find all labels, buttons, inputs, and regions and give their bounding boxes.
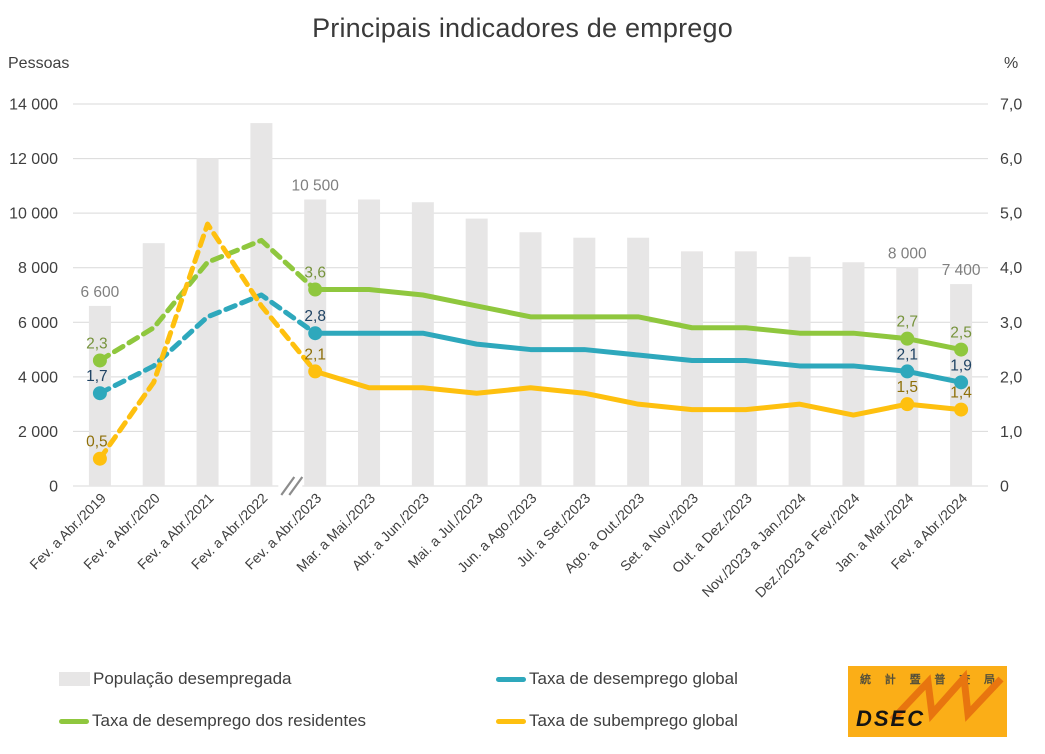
- bar: [627, 237, 650, 486]
- dsec-logo-acronym: DSEC: [856, 706, 926, 731]
- lightning-zigzag-icon: [889, 669, 1004, 723]
- data-point: [900, 397, 915, 412]
- right-axis-tick-label: 0: [1000, 479, 1009, 496]
- series-line: [312, 368, 964, 418]
- left-axis-unit-label: Pessoas: [8, 55, 70, 72]
- right-axis-tick-label: 4,0: [1000, 260, 1022, 277]
- bar: [842, 262, 865, 486]
- right-axis-tick-label: 2,0: [1000, 369, 1022, 386]
- left-axis-tick-label: 2 000: [18, 424, 58, 441]
- legend-label: Taxa de subemprego global: [529, 711, 738, 730]
- legend-label: Taxa de desemprego dos residentes: [92, 711, 367, 730]
- legend-item-populacao: População desempregada: [59, 669, 291, 689]
- data-point-label: 2,1: [896, 346, 918, 363]
- series-line-dashed: [97, 292, 318, 396]
- axis-break-mask: [278, 481, 303, 491]
- data-point-label: 2,3: [86, 335, 108, 352]
- right-axis-tick-label: 1,0: [1000, 424, 1022, 441]
- x-axis-tick-label: Nov./2023 a Jan./2024: [699, 490, 809, 600]
- left-axis-tick-label: 4 000: [18, 369, 58, 386]
- data-point-label: 1,4: [950, 385, 972, 402]
- axis-break-icon: [280, 476, 296, 496]
- bar: [734, 251, 757, 486]
- data-point: [308, 282, 323, 297]
- data-point-label: 2,1: [304, 346, 326, 363]
- data-point-label: 3,6: [304, 265, 326, 282]
- data-point: [308, 326, 323, 341]
- chart-canvas: 14 000 7,0 12 000 6,0 10 000 5,0 8 000 4,0 6 000…: [9, 97, 1022, 601]
- left-axis-tick-label: 14 000: [9, 97, 58, 114]
- bar: [465, 218, 488, 486]
- line-swatch-icon: [59, 718, 89, 724]
- bar: [788, 256, 811, 486]
- left-axis-tick-label: 10 000: [9, 206, 58, 223]
- right-axis-unit-label: %: [1004, 55, 1019, 72]
- bar-swatch-icon: [59, 672, 90, 686]
- series-line: [312, 330, 964, 385]
- data-point-label: 2,7: [896, 314, 918, 331]
- data-point: [900, 364, 915, 379]
- data-point: [92, 353, 107, 368]
- series-line-dashed: [97, 221, 318, 462]
- left-axis-tick-label: 6 000: [18, 315, 58, 332]
- data-point: [954, 402, 969, 417]
- data-point: [92, 386, 107, 401]
- legend-item-desemprego-global: Taxa de desemprego global: [496, 669, 738, 689]
- left-axis-tick-label: 12 000: [9, 151, 58, 168]
- x-axis-tick-label: Dez./2023 a Fev./2024: [752, 490, 863, 601]
- right-axis-tick-label: 7,0: [1000, 97, 1022, 114]
- data-point-label: 1,9: [950, 357, 972, 374]
- bar-value-label: 10 500: [291, 178, 339, 195]
- data-point: [954, 342, 969, 357]
- data-point: [954, 375, 969, 390]
- data-point-label: 2,8: [304, 308, 326, 325]
- bar-value-label: 6 600: [81, 284, 120, 301]
- data-point-label: 1,7: [86, 368, 108, 385]
- bar: [358, 199, 381, 486]
- bar: [573, 237, 596, 486]
- right-axis-tick-label: 6,0: [1000, 151, 1022, 168]
- bar: [519, 232, 542, 486]
- data-point-label: 2,5: [950, 325, 972, 342]
- data-point: [92, 451, 107, 466]
- data-point-label: 0,5: [86, 434, 108, 451]
- series-line: [312, 287, 964, 353]
- legend-label: População desempregada: [93, 669, 292, 688]
- bar-value-label: 8 000: [888, 246, 927, 263]
- data-point: [900, 331, 915, 346]
- left-axis-tick-label: 0: [49, 479, 58, 496]
- right-axis-tick-label: 3,0: [1000, 315, 1022, 332]
- legend-item-desemprego-residentes: Taxa de desemprego dos residentes: [59, 711, 366, 731]
- bar: [411, 202, 434, 486]
- bar: [680, 251, 703, 486]
- data-point-label: 1,5: [896, 379, 918, 396]
- legend-label: Taxa de desemprego global: [529, 669, 738, 688]
- legend-item-subemprego: Taxa de subemprego global: [496, 711, 738, 731]
- axis-break-icon: [288, 476, 304, 496]
- left-axis-tick-label: 8 000: [18, 260, 58, 277]
- bar: [304, 199, 327, 486]
- chart-title: Principais indicadores de emprego: [312, 13, 733, 43]
- line-swatch-icon: [496, 676, 526, 682]
- right-axis-tick-label: 5,0: [1000, 206, 1022, 223]
- bar-value-label: 7 400: [942, 262, 981, 279]
- dsec-logo: 統計暨普查局 DSEC: [848, 666, 1007, 737]
- line-swatch-icon: [496, 718, 526, 724]
- series-line-dashed: [97, 237, 318, 363]
- data-point: [308, 364, 323, 379]
